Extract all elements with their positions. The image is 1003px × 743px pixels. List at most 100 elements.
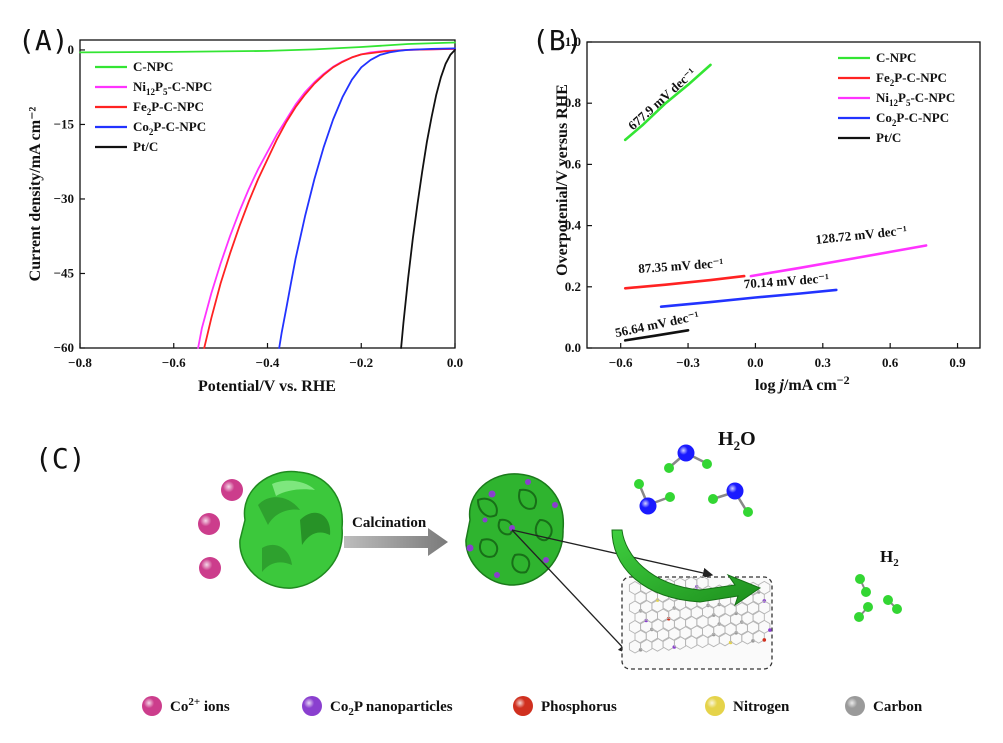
- legend-label-co2p-part: 2: [348, 706, 354, 718]
- y-axis-title: Overpotenial/V versus RHE: [554, 84, 571, 276]
- co2p-nanoparticle: [482, 517, 488, 523]
- co2p-nanoparticle: [525, 479, 531, 485]
- water-label-h: H: [718, 428, 734, 450]
- series-line-ptc: [400, 49, 456, 349]
- legend-label-part: Co: [133, 119, 149, 134]
- series-line-cnpc: [623, 63, 712, 142]
- legend-label-part: 2: [149, 127, 154, 137]
- legend-label-co_ions-part: Co: [170, 699, 188, 715]
- legend-label-part: C-NPC: [133, 59, 173, 74]
- plot-frame: [586, 41, 981, 349]
- calcined-pore: [497, 518, 514, 536]
- series-line-fe2pcnpc: [623, 274, 746, 290]
- calcination-arrow: [344, 528, 448, 556]
- water-label-sub: 2: [734, 438, 741, 453]
- tafel-slope-label: 70.14 mV dec⁻¹: [743, 270, 829, 291]
- legend-label: Co2P-C-NPC: [876, 110, 949, 128]
- co2p-nanoparticle: [509, 525, 515, 531]
- legend-label-co_ions-part: 2+: [188, 696, 200, 708]
- legend-marker-shine: [302, 696, 322, 716]
- x-axis-title: Potential/V vs. RHE: [198, 378, 336, 395]
- hydrogen-atom: [634, 479, 644, 489]
- precursor-fold: [258, 497, 300, 525]
- y-tick-label: 0.6: [565, 156, 582, 171]
- legend-label: Pt/C: [876, 130, 901, 145]
- legend-label: Ni12P5-C-NPC: [876, 90, 955, 108]
- legend-label-part: 2: [890, 78, 895, 88]
- lattice-atom: [762, 638, 767, 642]
- water-molecule: [708, 482, 753, 517]
- y-tick-label: 0.8: [565, 95, 582, 110]
- series-line-co2pcnpc: [278, 47, 456, 349]
- y-tick-label: 0: [68, 42, 75, 57]
- panel-label-b: (B): [532, 24, 583, 57]
- legend-label-carbon-part: Carbon: [873, 699, 923, 715]
- y-tick-label: −15: [54, 116, 75, 131]
- panel-label-a: (A): [18, 24, 69, 57]
- legend-label: Fe2P-C-NPC: [133, 99, 204, 117]
- legend-label-part: 12: [889, 98, 899, 108]
- co-ion-shine: [199, 557, 221, 579]
- co2p-nanoparticle: [466, 544, 474, 552]
- legend-label: C-NPC: [876, 50, 916, 65]
- calcined-pores: [476, 488, 553, 574]
- series-line-cnpc: [79, 41, 456, 54]
- legend-marker-shine: [705, 696, 725, 716]
- tafel-slope-label: 128.72 mV dec⁻¹: [815, 222, 908, 247]
- x-tick-label: −0.6: [609, 355, 633, 370]
- co2p-nanoparticle: [543, 557, 549, 563]
- calcined-pore: [534, 518, 553, 542]
- zoom-line-upper: [511, 529, 714, 579]
- hydrogen-atom: [708, 494, 718, 504]
- legend-label: Ni12P5-C-NPC: [133, 79, 212, 97]
- water-molecule: [664, 444, 712, 473]
- hydrogen-label-h: H: [880, 547, 893, 566]
- legend-label-part: Pt/C: [876, 130, 901, 145]
- hydrogen-atom: [664, 463, 674, 473]
- legend-label-part: P: [898, 90, 906, 105]
- legend-marker-shine: [513, 696, 533, 716]
- y-tick-label: −30: [54, 191, 74, 206]
- co-ion-group: [198, 479, 243, 579]
- precursor-sphere: [239, 470, 343, 589]
- y-axis-title: Current density/mA cm⁻²: [27, 106, 44, 281]
- legend-label-part: Pt/C: [133, 139, 158, 154]
- series-line-ni12p5cnpc: [749, 244, 928, 278]
- oxygen-shine: [677, 444, 695, 462]
- legend-label-part: Fe: [133, 99, 147, 114]
- series-line-co2pcnpc: [659, 288, 838, 309]
- x-tick-label: 0.9: [949, 355, 966, 370]
- legend-label-part: Ni: [876, 90, 889, 105]
- y-tick-label: 0.2: [565, 279, 581, 294]
- legend-label-part: Co: [876, 110, 892, 125]
- water-label: H2O: [718, 428, 756, 453]
- oxygen-shine: [639, 497, 657, 515]
- h2-atom: [863, 602, 873, 612]
- co2p-nanoparticle: [552, 502, 558, 508]
- legend-label-part: 12: [146, 87, 156, 97]
- legend-label-phosphorus: Phosphorus: [541, 699, 617, 715]
- y-tick-label: 0.0: [565, 340, 581, 355]
- h2-atom: [855, 574, 865, 584]
- legend-label-part: P-C-NPC: [151, 99, 204, 114]
- x-tick-label: −0.4: [256, 355, 280, 370]
- water-label-o: O: [740, 428, 756, 450]
- x-axis-title-part: −2: [837, 373, 850, 387]
- legend-label-part: P: [155, 79, 163, 94]
- calcined-pore: [511, 553, 531, 574]
- precursor-fold: [262, 544, 292, 572]
- x-axis-title-part: log: [755, 377, 779, 394]
- calcined-pore: [476, 497, 498, 518]
- legend-label-part: C-NPC: [876, 50, 916, 65]
- chart-a: −0.8 −0.6 −0.4 −0.2 0.0 0 −15 −30 −45 −60 C-NPC Ni1…: [27, 39, 463, 395]
- x-tick-label: −0.3: [676, 355, 700, 370]
- legend-label-part: 2: [147, 107, 152, 117]
- calcination-arrow-shape: [344, 528, 448, 556]
- lattice-atom: [768, 628, 772, 632]
- legend-label-co2p: Co2P nanoparticles: [330, 699, 453, 718]
- hydrogen-atom: [665, 492, 675, 502]
- lattice-hexagon: [752, 629, 765, 644]
- zoom-line-lower: [511, 529, 629, 654]
- precursor-highlight: [272, 480, 315, 496]
